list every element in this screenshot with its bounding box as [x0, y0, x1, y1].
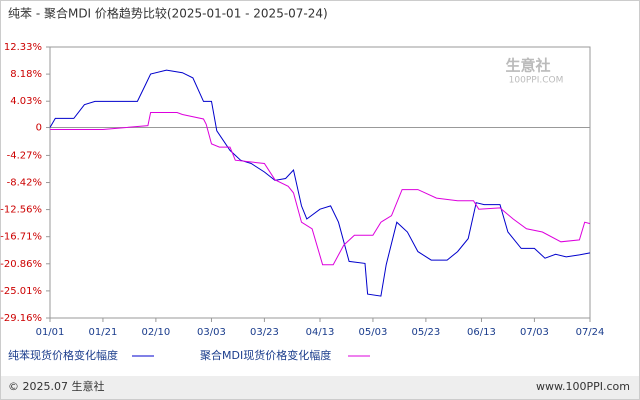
x-tick-label: 07/03: [520, 327, 549, 338]
watermark: 100PPI.COM: [509, 76, 564, 86]
x-tick-label: 01/21: [89, 327, 118, 338]
x-tick-label: 05/23: [411, 327, 440, 338]
series-line: [49, 69, 591, 297]
x-tick-label: 03/03: [197, 327, 226, 338]
x-tick-label: 04/13: [306, 327, 335, 338]
plot-area: [49, 46, 591, 319]
footer-band: [1, 376, 639, 399]
x-tick-label: 03/23: [250, 327, 279, 338]
footer-left: © 2025.07 生意社: [8, 379, 104, 393]
y-tick-label: -20.86%: [0, 259, 42, 270]
x-tick-label: 05/03: [359, 327, 388, 338]
x-tick-label: 02/10: [141, 327, 170, 338]
y-tick-label: -29.16%: [0, 313, 42, 324]
y-tick-label: -8.42%: [7, 178, 42, 189]
legend-label: 纯苯现货价格变化幅度: [8, 348, 118, 362]
y-tick-label: 12.33%: [4, 42, 42, 53]
x-tick-label: 07/24: [576, 327, 605, 338]
y-tick-label: -16.71%: [0, 232, 42, 243]
legend-label: 聚合MDI现货价格变化幅度: [200, 348, 331, 362]
watermark: 生意社: [505, 57, 550, 75]
x-tick-label: 01/01: [36, 327, 65, 338]
x-tick-label: 06/13: [467, 327, 496, 338]
footer-right: www.100PPI.com: [536, 380, 630, 393]
series-line: [50, 112, 591, 266]
y-tick-label: -25.01%: [0, 286, 42, 297]
y-tick-label: -12.56%: [0, 205, 42, 216]
y-tick-label: 0: [36, 123, 42, 134]
chart-title: 纯苯 - 聚合MDI 价格趋势比较(2025-01-01 - 2025-07-2…: [8, 6, 328, 21]
y-tick-label: 8.18%: [10, 69, 42, 80]
y-tick-label: 4.03%: [10, 96, 42, 107]
y-tick-label: -4.27%: [7, 150, 42, 161]
